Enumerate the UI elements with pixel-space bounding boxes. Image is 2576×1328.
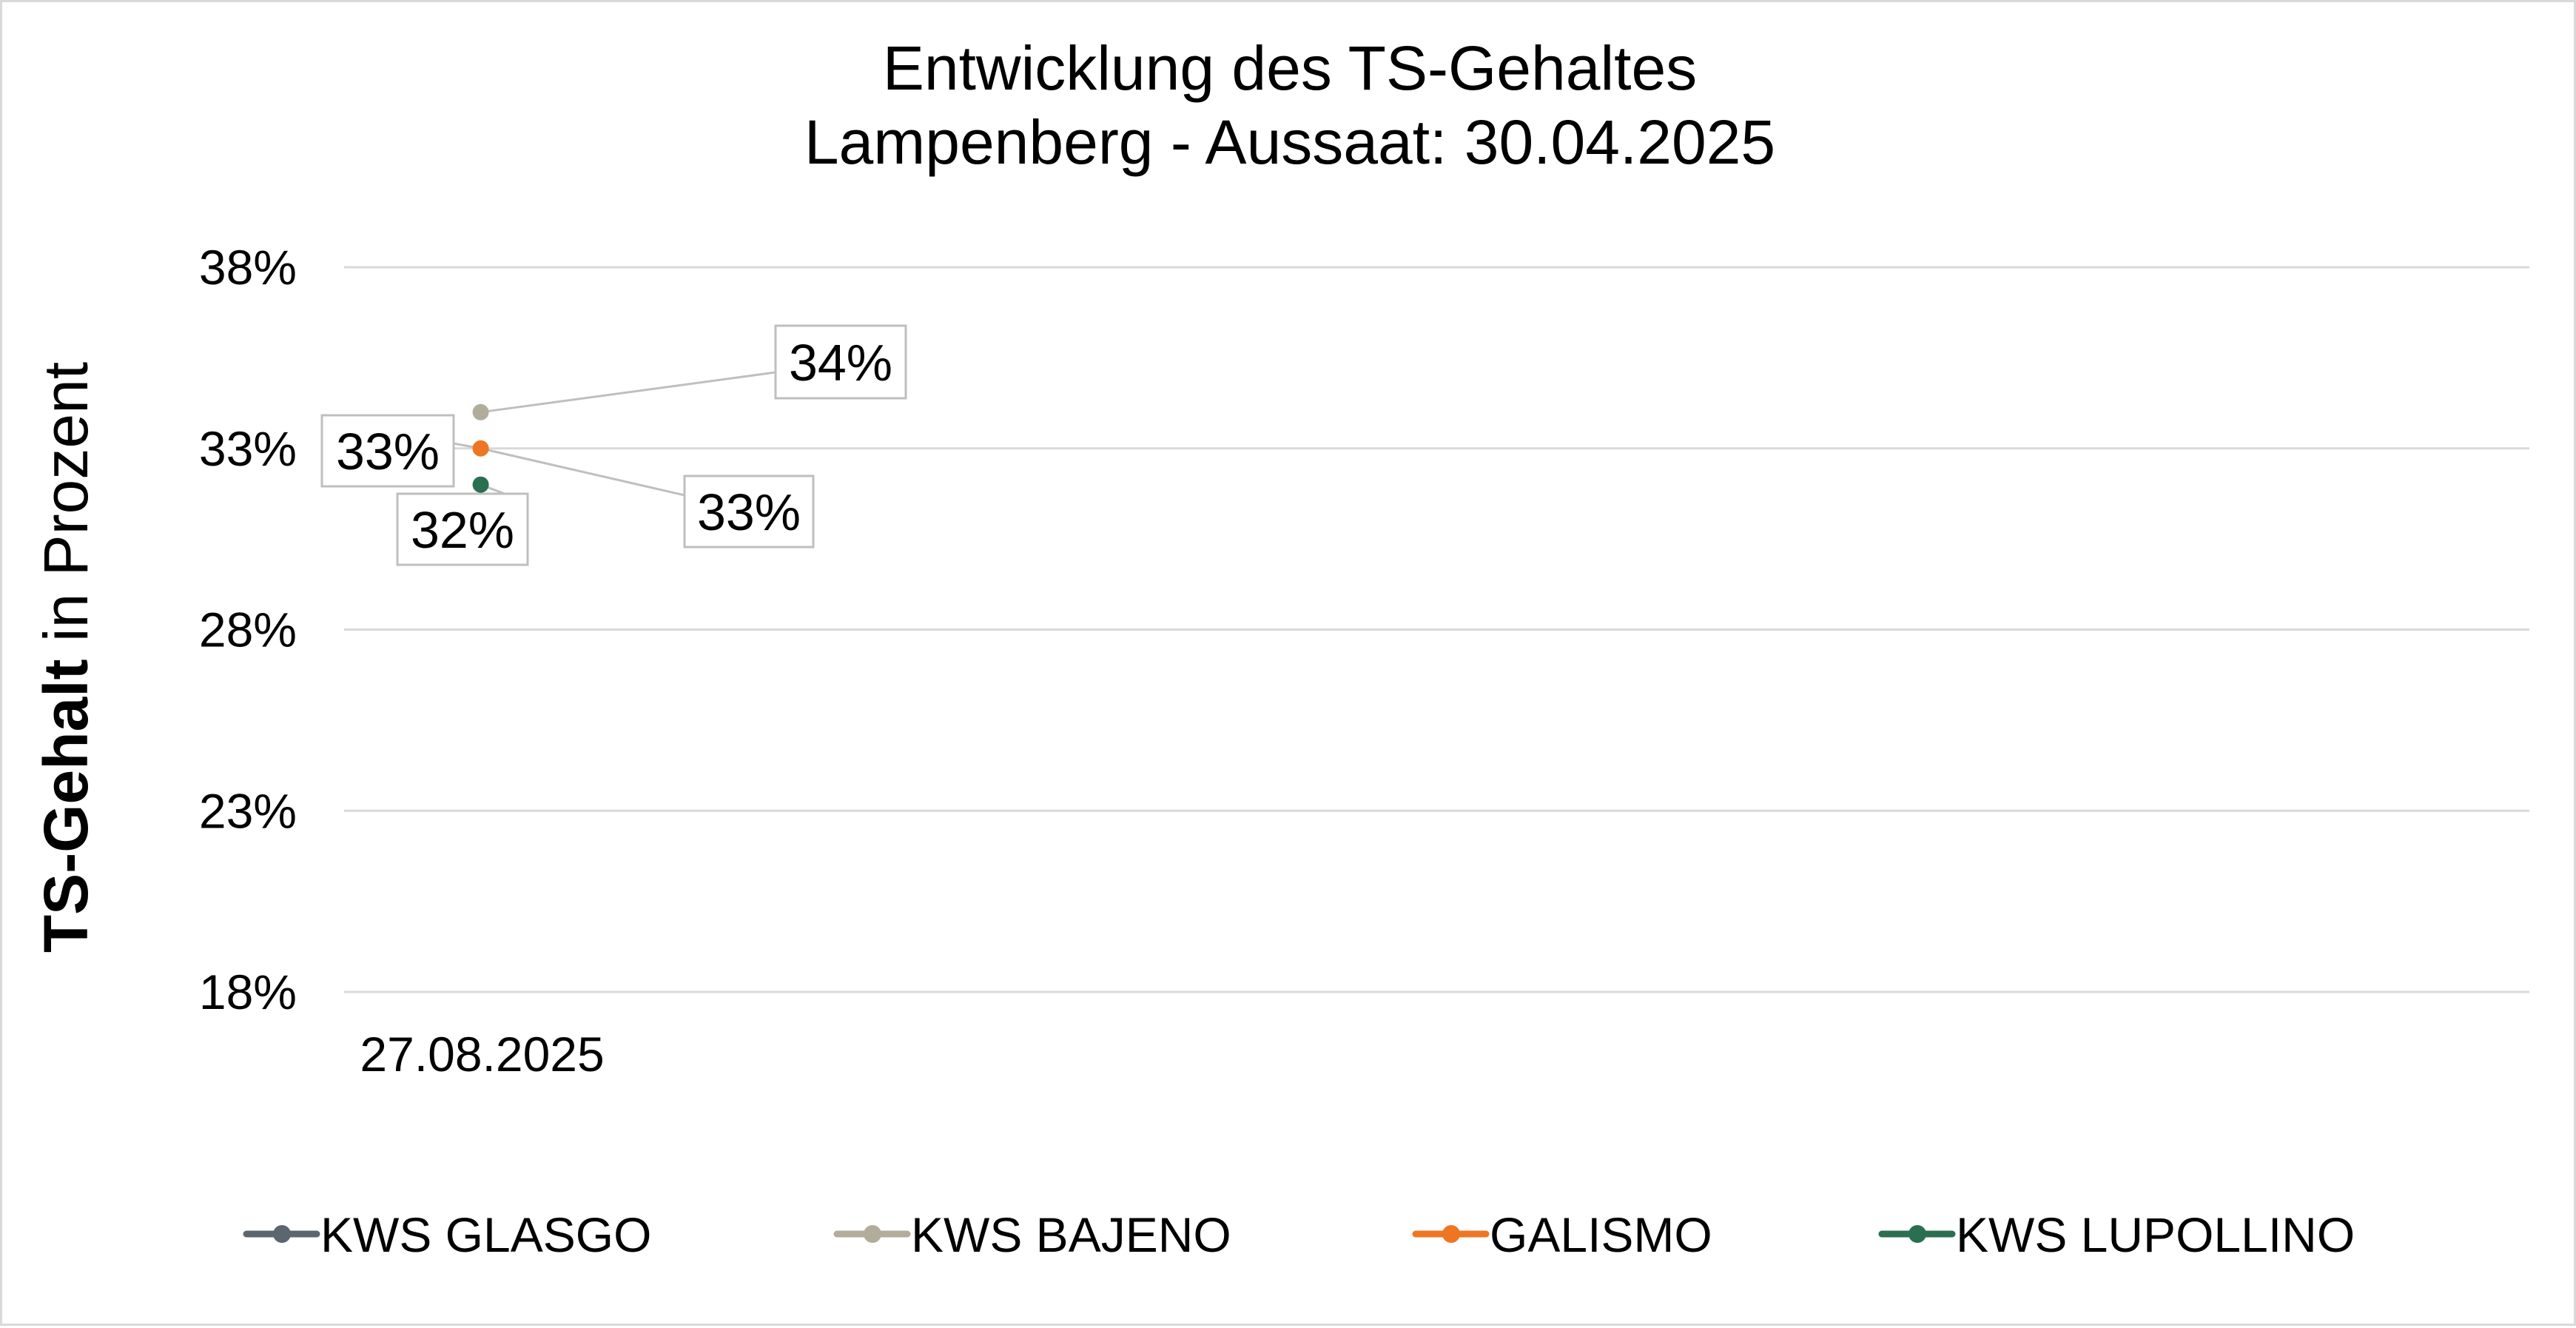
data-label-box [774, 324, 907, 400]
legend: KWS GLASGO KWS BAJENO GALISMO KWS LUPOLLINO [243, 1207, 2355, 1262]
y-axis-label-rest: in Prozent [31, 362, 101, 660]
y-tick-label: 18% [199, 965, 297, 1019]
legend-item: KWS BAJENO [833, 1207, 1231, 1262]
y-tick-label: 23% [199, 783, 297, 838]
legend-item: GALISMO [1412, 1207, 1712, 1262]
y-tick-label: 38% [199, 240, 297, 295]
chart-title: Entwicklung des TS-Gehaltes [883, 33, 1697, 103]
gridlines [344, 266, 2529, 993]
legend-marker [1442, 1225, 1460, 1243]
data-point [472, 403, 489, 420]
data-label: 34% [789, 334, 892, 392]
y-tick-label: 33% [199, 421, 297, 476]
legend-item: KWS GLASGO [243, 1207, 651, 1262]
data-point [472, 476, 489, 493]
legend-marker [1909, 1225, 1926, 1243]
legend-label: GALISMO [1490, 1207, 1712, 1262]
legend-label: KWS GLASGO [320, 1207, 651, 1262]
legend-marker [273, 1225, 291, 1243]
chart-subtitle: Lampenberg - Aussaat: 30.04.2025 [804, 107, 1775, 177]
data-point [472, 440, 489, 457]
legend-item: KWS LUPOLLINO [1878, 1207, 2355, 1262]
data-label-box [320, 414, 455, 488]
data-labels: 34% 33% 32% 33% [320, 324, 907, 566]
data-label: 32% [411, 501, 514, 559]
legend-label: KWS LUPOLLINO [1956, 1207, 2355, 1262]
data-label-box [396, 492, 529, 566]
data-label-box [683, 474, 815, 549]
data-label: 33% [336, 423, 440, 480]
x-axis-ticks: 27.08.2025 [360, 1027, 604, 1081]
y-axis-label-bold: TS-Gehalt [31, 659, 101, 953]
legend-marker [864, 1225, 881, 1243]
data-label: 33% [697, 483, 801, 541]
data-label-leader [480, 447, 686, 497]
legend-label: KWS BAJENO [911, 1207, 1231, 1262]
y-tick-label: 28% [199, 603, 297, 657]
y-axis-label: TS-Gehalt in Prozent [31, 362, 101, 953]
x-tick-label: 27.08.2025 [360, 1027, 604, 1081]
data-points [472, 403, 489, 493]
y-axis-ticks: 38% 33% 28% 23% 18% [199, 240, 297, 1019]
data-label-leader [480, 362, 777, 414]
